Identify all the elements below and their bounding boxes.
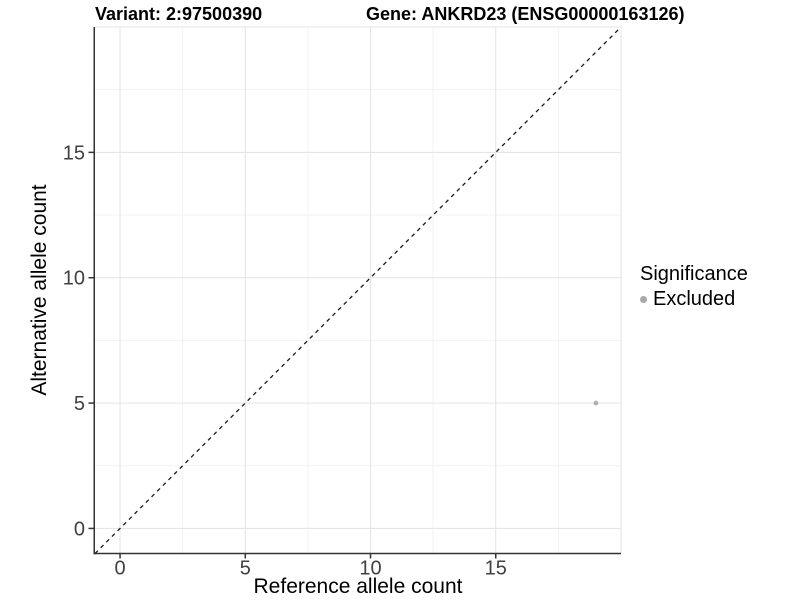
plot-title-gene: Gene: ANKRD23 (ENSG00000163126) — [366, 4, 685, 24]
y-tick-label: 0 — [74, 518, 85, 540]
x-axis-title: Reference allele count — [253, 575, 463, 598]
legend: Significance Excluded — [638, 262, 748, 311]
legend-title: Significance — [640, 263, 748, 285]
identity-dashed-line — [95, 27, 621, 554]
legend-item-label: Excluded — [653, 288, 736, 310]
y-axis-title: Alternative allele count — [28, 184, 51, 396]
legend-item-excluded: Excluded — [638, 288, 748, 311]
x-tick-label: 10 — [359, 558, 381, 580]
data-point — [593, 400, 599, 406]
y-tick-label: 5 — [74, 393, 85, 415]
y-tick-label: 10 — [63, 268, 85, 290]
x-tick-label: 5 — [240, 558, 251, 580]
y-tick-label: 15 — [63, 142, 85, 164]
legend-point-icon — [640, 296, 647, 303]
x-tick-label: 15 — [485, 558, 507, 580]
x-tick-label: 0 — [114, 558, 125, 580]
plot-title-variant: Variant: 2:97500390 — [95, 4, 263, 24]
